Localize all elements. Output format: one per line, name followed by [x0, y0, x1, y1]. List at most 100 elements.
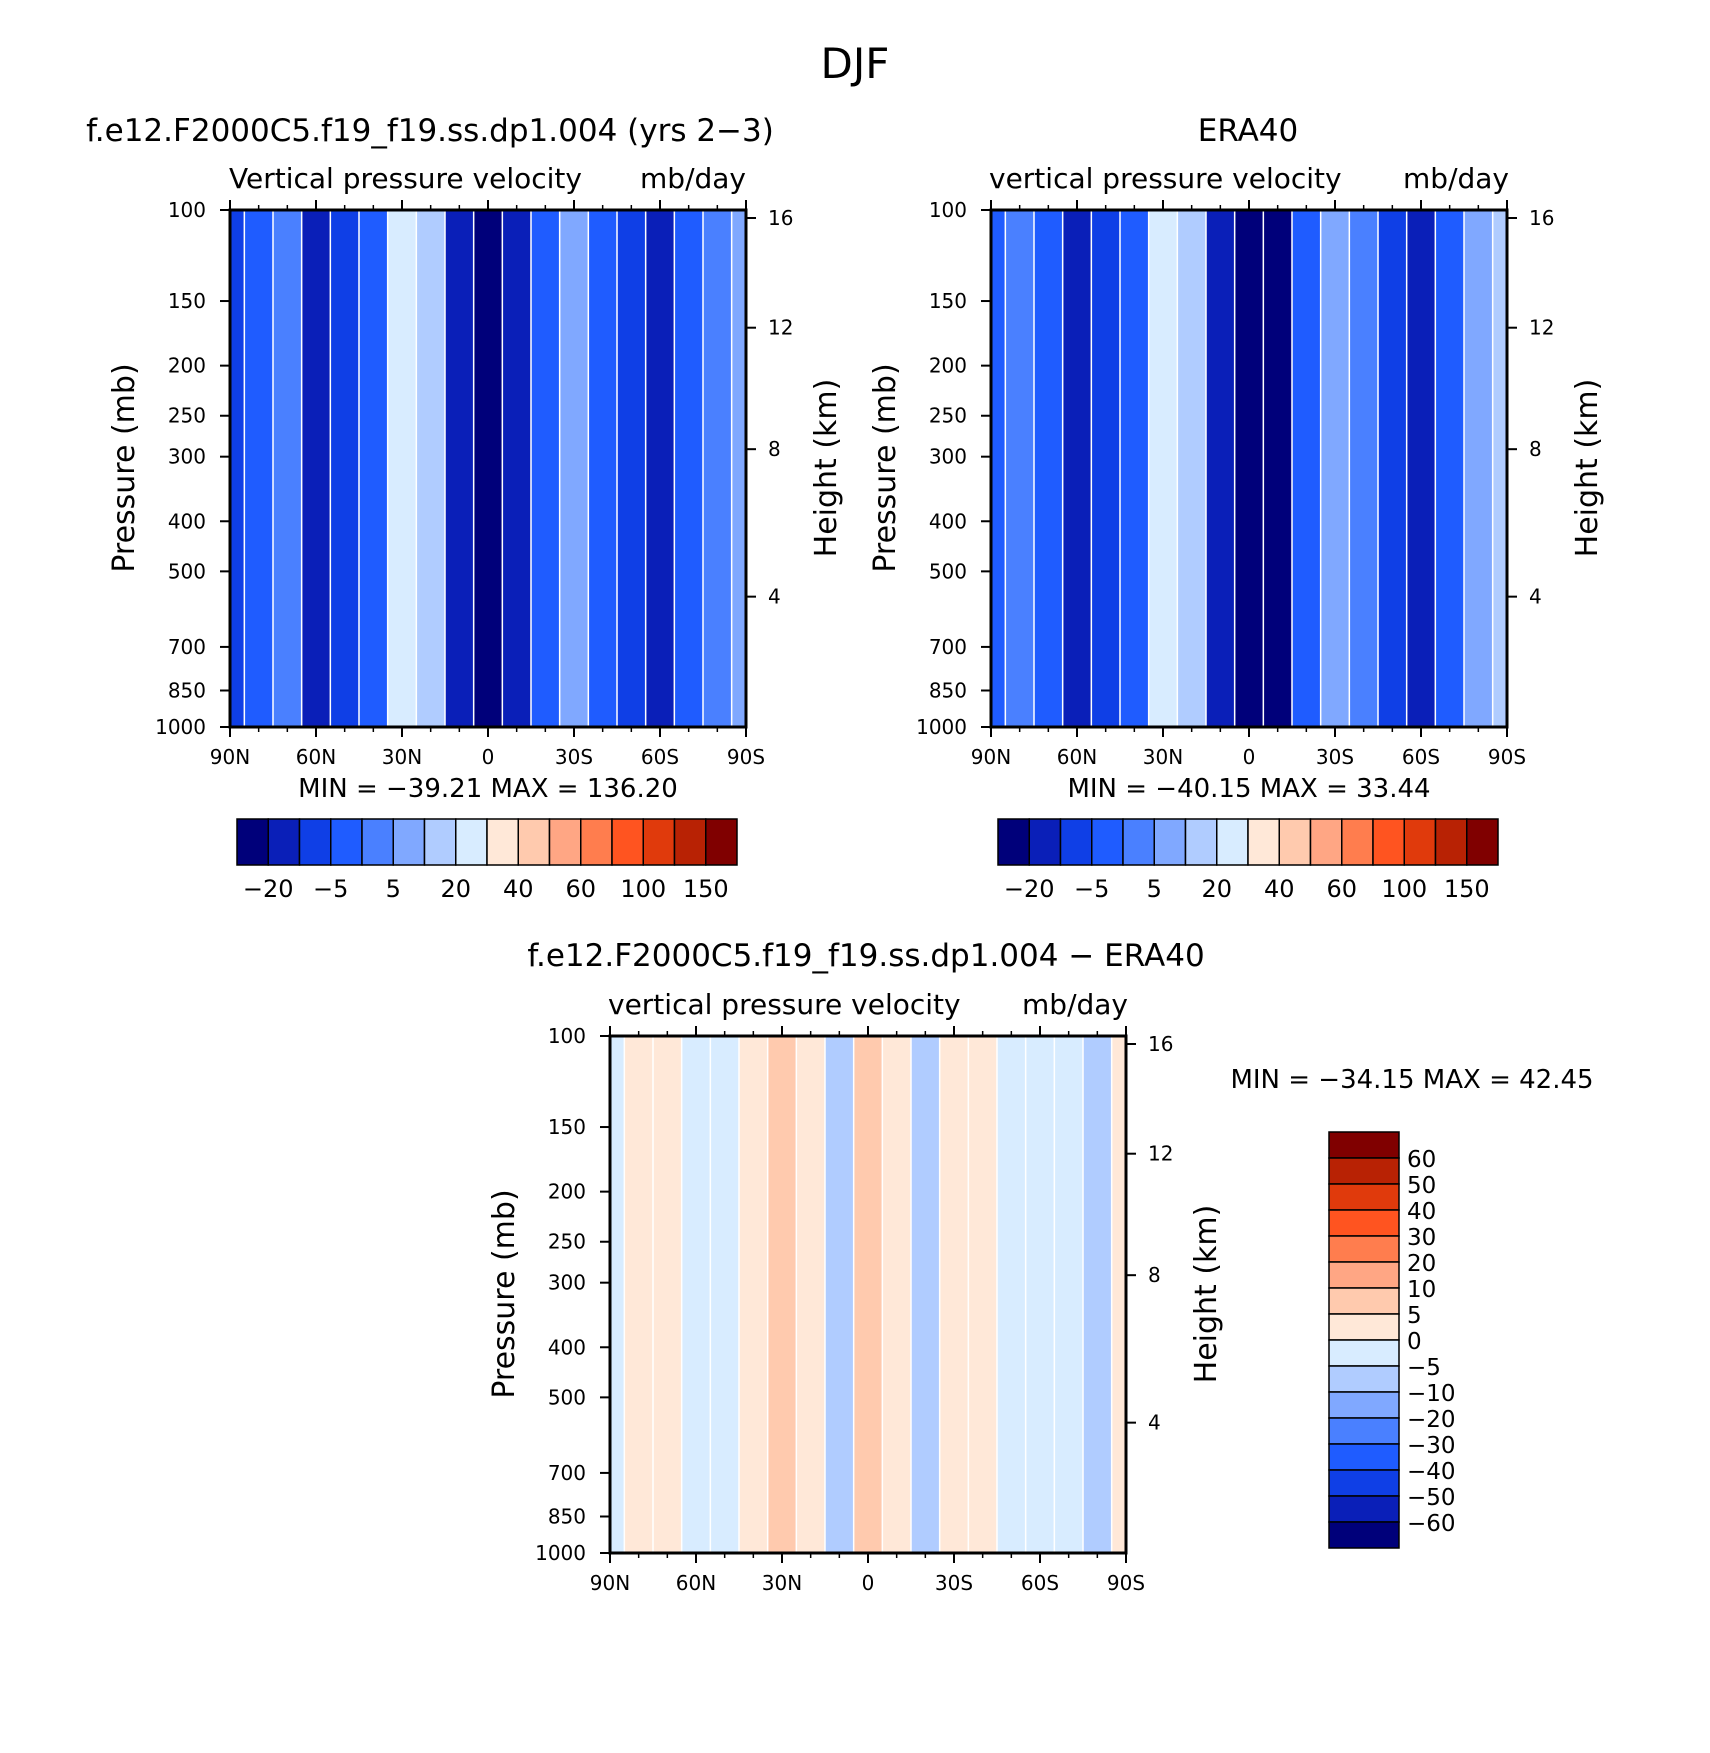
x-tick-label: 90N	[210, 745, 250, 769]
field-column	[1083, 1036, 1111, 1553]
colorbar-box	[1247, 818, 1280, 866]
x-tick-label: 90S	[1107, 1571, 1145, 1595]
panel-model-colorbar: −20 −5 5 20 40 60 100 150	[236, 818, 738, 903]
colorbar-label: 100	[620, 875, 666, 903]
colorbar-box	[486, 818, 519, 866]
panel-difference-ylabel: Pressure (mb)	[487, 1189, 522, 1398]
field-column	[445, 210, 473, 727]
colorbar-label: 40	[503, 875, 534, 903]
panel-model-variable: Vertical pressure velocity	[229, 162, 582, 195]
y-tick-label: 300	[548, 1271, 586, 1295]
field-column	[1063, 210, 1091, 727]
colorbar-label: 60	[1407, 1147, 1436, 1173]
colorbar-box	[1153, 818, 1187, 866]
panel-era40-variable: vertical pressure velocity	[989, 162, 1342, 195]
colorbar-box	[423, 818, 457, 866]
colorbar-box	[1328, 1391, 1400, 1419]
field-column	[531, 210, 559, 727]
field-column	[359, 210, 387, 727]
field-column	[625, 1036, 653, 1553]
y-right-tick-label: 12	[1529, 316, 1554, 340]
x-tick-label: 0	[862, 1571, 875, 1595]
colorbar-box	[580, 818, 613, 866]
colorbar-label: −20	[243, 875, 294, 903]
y-right-tick-label: 4	[768, 585, 781, 609]
y-tick-label: 200	[168, 354, 206, 378]
y-right-tick-label: 16	[1529, 206, 1554, 230]
colorbar-label: 60	[1326, 875, 1357, 903]
field-column	[1055, 1036, 1083, 1553]
panel-model-field	[230, 210, 746, 727]
colorbar-box	[1328, 1313, 1400, 1341]
y-tick-label: 400	[929, 509, 967, 533]
panel-era40-units: mb/day	[1403, 162, 1509, 195]
y-tick-label: 700	[548, 1461, 586, 1485]
figure-title: DJF	[821, 39, 890, 88]
colorbar-box	[361, 818, 394, 866]
y-tick-label: 200	[929, 354, 967, 378]
y-tick-label: 250	[168, 404, 206, 428]
colorbar-box	[1028, 818, 1062, 866]
panel-model-units: mb/day	[640, 162, 746, 195]
colorbar-box	[1328, 1261, 1400, 1289]
y-tick-label: 1000	[535, 1541, 586, 1565]
field-column	[703, 210, 731, 727]
colorbar-box	[997, 818, 1030, 866]
colorbar-box	[267, 818, 301, 866]
x-tick-label: 0	[1243, 745, 1256, 769]
colorbar-box	[1328, 1235, 1400, 1263]
x-tick-label: 60N	[296, 745, 336, 769]
colorbar-box	[1059, 818, 1093, 866]
x-tick-label: 0	[482, 745, 495, 769]
colorbar-box	[1328, 1183, 1400, 1211]
x-tick-label: 60S	[1021, 1571, 1059, 1595]
colorbar-label: 150	[683, 875, 729, 903]
field-column	[1321, 210, 1349, 727]
colorbar-label: 30	[1407, 1225, 1436, 1251]
field-column	[1378, 210, 1406, 727]
colorbar-label: 60	[565, 875, 596, 903]
field-column	[1493, 210, 1507, 727]
field-column	[1178, 210, 1206, 727]
field-column	[388, 210, 416, 727]
field-column	[653, 1036, 681, 1553]
y-right-tick-label: 8	[768, 437, 781, 461]
x-tick-label: 30N	[382, 745, 422, 769]
x-tick-label: 30S	[1316, 745, 1354, 769]
colorbar-label: 40	[1407, 1199, 1436, 1225]
field-column	[1026, 1036, 1054, 1553]
x-tick-label: 60N	[676, 1571, 716, 1595]
panel-model-stats: MIN = −39.21 MAX = 136.20	[298, 774, 678, 804]
colorbar-box	[1328, 1157, 1400, 1185]
y-tick-label: 400	[168, 509, 206, 533]
y-tick-label: 850	[929, 679, 967, 703]
panel-difference-stats: MIN = −34.15 MAX = 42.45	[1230, 1065, 1593, 1095]
y-tick-label: 200	[548, 1180, 586, 1204]
panel-difference-units: mb/day	[1022, 988, 1128, 1021]
colorbar-box	[1328, 1469, 1400, 1497]
colorbar-box	[1328, 1339, 1400, 1367]
y-tick-label: 150	[168, 289, 206, 313]
colorbar-box	[517, 818, 551, 866]
x-tick-label: 30S	[935, 1571, 973, 1595]
colorbar-box	[1466, 818, 1499, 866]
y-tick-label: 850	[168, 679, 206, 703]
colorbar-label: −30	[1407, 1433, 1456, 1459]
field-column	[883, 1036, 911, 1553]
y-right-tick-label: 12	[1148, 1142, 1173, 1166]
panel-difference-title: f.e12.F2000C5.f19_f19.ss.dp1.004 − ERA40	[527, 938, 1204, 974]
panel-difference-field	[610, 1036, 1126, 1553]
colorbar-box	[298, 818, 332, 866]
field-column	[940, 1036, 968, 1553]
colorbar-label: −40	[1407, 1459, 1456, 1485]
x-tick-label: 30S	[555, 745, 593, 769]
colorbar-box	[673, 818, 707, 866]
panel-difference-ylabel-right: Height (km)	[1189, 1205, 1224, 1384]
panel-era40-stats: MIN = −40.15 MAX = 33.44	[1067, 774, 1430, 804]
panel-model-axes: 90N 60N 30N 0 30S 60S 90S 100 150 200 250 300 400 500…	[155, 198, 793, 769]
colorbar-label: −10	[1407, 1381, 1456, 1407]
colorbar-label: 5	[1407, 1303, 1422, 1329]
field-column	[1206, 210, 1234, 727]
panel-era40-ylabel-right: Height (km)	[1570, 379, 1605, 558]
